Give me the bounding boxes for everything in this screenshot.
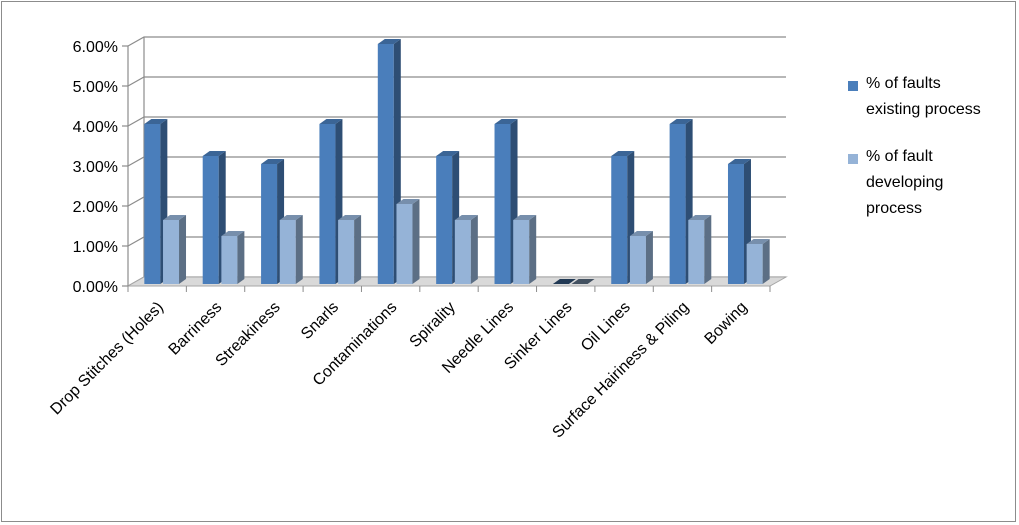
legend-label: % of fault — [866, 148, 933, 165]
bar-top — [221, 231, 245, 236]
legend-label: existing process — [866, 101, 981, 118]
bar-developing — [688, 220, 705, 284]
bar-developing — [571, 279, 595, 284]
bar-existing — [319, 124, 336, 284]
bar-side — [704, 215, 712, 284]
x-category-label: Snarls — [298, 299, 342, 343]
bar-existing — [377, 44, 394, 284]
bar-developing — [338, 220, 355, 284]
bar-existing — [436, 156, 453, 284]
y-tick-label: 4.00% — [73, 119, 118, 136]
bar-top — [144, 119, 168, 124]
bar-top — [611, 151, 635, 156]
bar-developing — [746, 244, 763, 284]
x-category-label: Drop Stitches (Holes) — [47, 299, 167, 419]
legend-label: developing — [866, 174, 943, 191]
y-tick-label: 0.00% — [73, 279, 118, 296]
bar-side — [762, 239, 770, 284]
y-tick-label: 6.00% — [73, 39, 118, 56]
bar-top — [261, 159, 285, 164]
legend-swatch — [848, 154, 858, 164]
bar-top — [494, 119, 518, 124]
bar-developing — [163, 220, 180, 284]
bar-existing — [202, 156, 219, 284]
bar-existing — [494, 124, 511, 284]
x-category-label: Barriness — [166, 299, 226, 359]
legend-label: process — [866, 200, 922, 217]
bar-existing — [727, 164, 744, 284]
bar-top — [163, 215, 187, 220]
bar-existing — [611, 156, 628, 284]
bar-existing — [669, 124, 686, 284]
bar-existing — [552, 279, 576, 284]
bar-top — [727, 159, 751, 164]
x-category-label: Spirality — [407, 299, 459, 351]
bar-side — [645, 231, 653, 284]
bar-side — [354, 215, 362, 284]
bar-top — [279, 215, 303, 220]
bar-side — [237, 231, 245, 284]
bar-existing — [144, 124, 161, 284]
bar-side — [179, 215, 187, 284]
bar-top — [338, 215, 362, 220]
x-category-label: Oil Lines — [578, 299, 634, 355]
y-tick-label: 5.00% — [73, 79, 118, 96]
bar-side — [295, 215, 303, 284]
legend-swatch — [848, 81, 858, 91]
y-tick-label: 2.00% — [73, 199, 118, 216]
bar-top — [202, 151, 226, 156]
bar-top — [688, 215, 712, 220]
bar-side — [412, 199, 420, 284]
bar-side — [529, 215, 537, 284]
bar-developing — [454, 220, 471, 284]
bar-top — [377, 39, 401, 44]
bar-developing — [513, 220, 530, 284]
gridline — [127, 36, 786, 47]
bar-existing — [261, 164, 278, 284]
bar-top — [746, 239, 770, 244]
bar-developing — [629, 236, 646, 284]
bar-top — [396, 199, 420, 204]
gridline — [127, 76, 786, 87]
legend-label: % of faults — [866, 75, 941, 92]
bar-developing — [396, 204, 413, 284]
y-tick-label: 3.00% — [73, 159, 118, 176]
bar-top — [669, 119, 693, 124]
x-category-label: Bowing — [702, 299, 751, 348]
bar-top — [319, 119, 343, 124]
bar-top — [513, 215, 537, 220]
y-tick-label: 1.00% — [73, 239, 118, 256]
bar-developing — [279, 220, 296, 284]
bar-top — [629, 231, 653, 236]
bar-top — [454, 215, 478, 220]
bar-top — [436, 151, 460, 156]
bar-developing — [221, 236, 238, 284]
bar-side — [470, 215, 478, 284]
